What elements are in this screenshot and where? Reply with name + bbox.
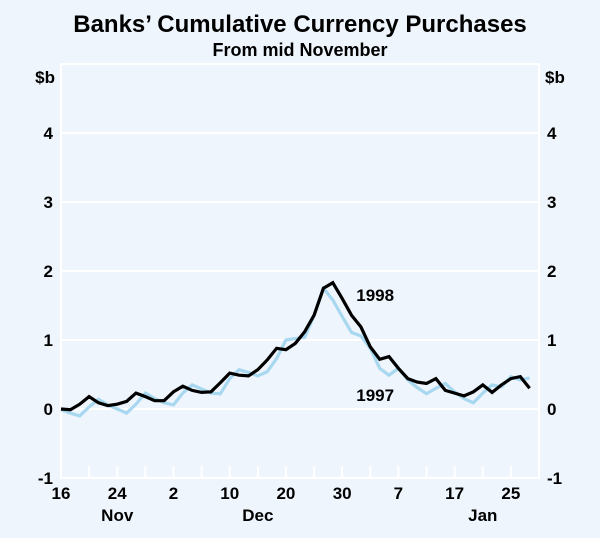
y-tick-label-left: 4 xyxy=(44,124,54,143)
x-tick-label: 30 xyxy=(333,484,352,503)
y-tick-label-left: 0 xyxy=(44,400,53,419)
x-tick-label: 17 xyxy=(445,484,464,503)
series-line-1997 xyxy=(60,285,530,418)
x-tick-label: 25 xyxy=(501,484,520,503)
series-label-1998: 1998 xyxy=(356,286,394,305)
series-label-1997: 1997 xyxy=(356,386,394,405)
y-tick-label-right: 3 xyxy=(547,193,556,212)
y-unit-left: $b xyxy=(35,68,55,87)
y-tick-label-right: -1 xyxy=(547,469,562,488)
x-tick-label: 24 xyxy=(108,484,127,503)
x-tick-label: 20 xyxy=(276,484,295,503)
month-label: Nov xyxy=(101,506,134,525)
x-tick-label: 7 xyxy=(394,484,403,503)
chart-subtitle: From mid November xyxy=(212,40,387,60)
y-tick-label-left: 1 xyxy=(44,331,53,350)
x-tick-label: 2 xyxy=(169,484,178,503)
x-tick-label: 16 xyxy=(52,484,71,503)
x-tick-label: 10 xyxy=(220,484,239,503)
y-tick-label-right: 0 xyxy=(547,400,556,419)
y-unit-right: $b xyxy=(545,68,565,87)
month-label: Dec xyxy=(242,506,273,525)
y-tick-label-right: 4 xyxy=(547,124,557,143)
y-tick-label-left: 3 xyxy=(44,193,53,212)
y-tick-label-right: 1 xyxy=(547,331,556,350)
y-tick-label-left: -1 xyxy=(38,469,53,488)
month-label: Jan xyxy=(468,506,497,525)
y-tick-label-left: 2 xyxy=(44,262,53,281)
series-line-1998 xyxy=(60,280,531,412)
y-tick-label-right: 2 xyxy=(547,262,556,281)
chart-title: Banks’ Cumulative Currency Purchases xyxy=(73,11,527,38)
